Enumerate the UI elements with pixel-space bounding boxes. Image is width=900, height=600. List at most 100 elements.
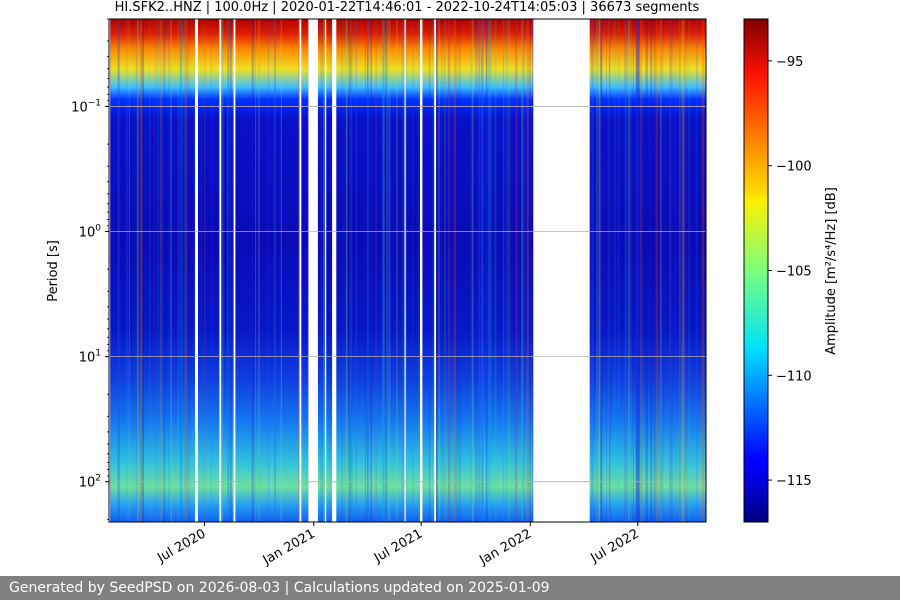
spectrogram-streak	[683, 19, 686, 522]
y-axis: 10−1 100 101 102	[71, 18, 109, 520]
spectrogram-streak	[229, 19, 231, 522]
spectrogram-streak	[349, 19, 352, 522]
colorbar-tick-label: −110	[776, 369, 812, 384]
spectrogram-streak	[624, 19, 626, 522]
spectrogram-streak	[193, 19, 195, 522]
spectrogram-streak	[341, 19, 343, 522]
spectrogram-streak	[402, 19, 406, 522]
y-tick-label: 100	[79, 224, 102, 241]
spectrogram-image	[109, 19, 706, 522]
spectrogram-streak	[280, 19, 282, 522]
spectrogram-streak	[630, 19, 632, 522]
spectrogram-streak	[670, 19, 673, 522]
spectrogram-streak	[375, 19, 377, 522]
spectrogram-streak	[350, 19, 353, 522]
spectrogram-streak	[514, 19, 517, 522]
spectrogram-streak	[679, 19, 681, 522]
x-tick-label: Jul 2020	[154, 526, 208, 566]
spectrogram-streak	[140, 19, 143, 522]
spectrogram-streak	[521, 19, 523, 522]
spectrogram-streak	[659, 19, 662, 522]
spectrogram-streak	[435, 19, 437, 522]
spectrogram-streak	[221, 19, 224, 522]
spectrogram-streak	[364, 19, 366, 522]
spectrogram-streak	[525, 19, 527, 522]
spectrogram-streak	[128, 19, 130, 522]
spectrogram-streak	[351, 19, 353, 522]
spectrogram-streak	[448, 19, 450, 522]
spectrogram-streak	[674, 19, 677, 522]
spectrogram-streak	[447, 19, 450, 522]
spectrogram-streak	[489, 19, 492, 522]
spectrogram-streak	[136, 19, 138, 522]
x-tick-label: Jan 2022	[476, 526, 534, 568]
spectrogram-streak	[527, 19, 529, 522]
data-gap	[404, 19, 406, 522]
spectrogram-streak	[307, 19, 310, 522]
spectrogram-streak	[183, 19, 185, 522]
spectrogram-streak	[528, 19, 531, 522]
spectrogram-streak	[531, 19, 534, 522]
chart-title: HI.SFK2..HNZ | 100.0Hz | 2020-01-22T14:4…	[115, 0, 700, 15]
spectrogram-streak	[660, 19, 662, 522]
spectrogram-streak	[521, 19, 523, 522]
spectrogram-streak	[227, 19, 229, 522]
data-gap	[233, 19, 236, 522]
spectrogram-streak	[624, 19, 626, 522]
colorbar-ticks: −95 −100 −105 −110 −115	[768, 55, 812, 489]
spectrogram-streak	[686, 19, 688, 522]
spectrogram-streak	[396, 19, 398, 522]
spectrogram-streak	[651, 19, 653, 522]
spectrogram-streak	[254, 19, 256, 522]
spectrogram-streak	[596, 19, 598, 522]
spectrogram-streak	[609, 19, 611, 522]
spectrogram-streak	[386, 19, 389, 522]
spectrogram-streak	[449, 19, 451, 522]
grid-lines	[109, 106, 706, 483]
spectrogram-streak	[383, 19, 385, 522]
spectrogram-streak	[506, 19, 508, 522]
data-gap	[219, 19, 222, 522]
spectrogram-streak	[502, 19, 505, 522]
spectrogram-streak	[142, 19, 145, 522]
spectrogram-streak	[342, 19, 343, 522]
spectrogram-streak	[366, 19, 369, 522]
spectrogram-streak	[274, 19, 276, 522]
spectrogram-streak	[679, 19, 680, 522]
spectrogram-streak	[268, 19, 269, 522]
colorbar-tick-label: −115	[776, 474, 812, 489]
spectrogram-streak	[134, 19, 136, 522]
spectrogram-streak	[441, 19, 443, 522]
spectrogram-streak	[638, 19, 641, 522]
spectrogram-streak	[184, 19, 188, 522]
spectrogram-streak	[428, 19, 431, 522]
spectrogram-streak	[162, 19, 164, 522]
spectrogram-streak	[329, 19, 331, 522]
spectrogram-streak	[141, 19, 143, 522]
spectrogram-streak	[453, 19, 456, 522]
spectrogram-streak	[230, 19, 232, 522]
spectrogram-streak	[185, 19, 188, 522]
spectrogram-streak	[297, 19, 300, 522]
spectrogram-streak	[505, 19, 508, 522]
spectrogram-streak	[117, 19, 120, 522]
data-gaps	[109, 19, 590, 522]
spectrogram-streak	[653, 19, 656, 522]
spectrogram-streak	[179, 19, 182, 522]
spectrogram-streak	[381, 19, 384, 522]
spectrogram-streak	[444, 19, 446, 522]
spectrogram-streak	[702, 19, 704, 522]
spectrogram-streak	[645, 19, 648, 522]
spectrogram-field	[109, 19, 706, 522]
spectrogram-streak	[688, 19, 690, 522]
spectrogram-streak	[348, 19, 351, 522]
spectrogram-streak	[156, 19, 158, 522]
spectrogram-streak	[678, 19, 680, 522]
spectrogram-streak	[255, 19, 256, 522]
spectrogram-streak	[401, 19, 404, 522]
data-gap	[434, 19, 436, 522]
spectrogram-streak	[669, 19, 672, 522]
spectrogram-streak	[640, 19, 643, 522]
footer-text: Generated by SeedPSD on 2026-08-03 | Cal…	[9, 580, 550, 596]
colorbar-gradient	[743, 18, 769, 523]
